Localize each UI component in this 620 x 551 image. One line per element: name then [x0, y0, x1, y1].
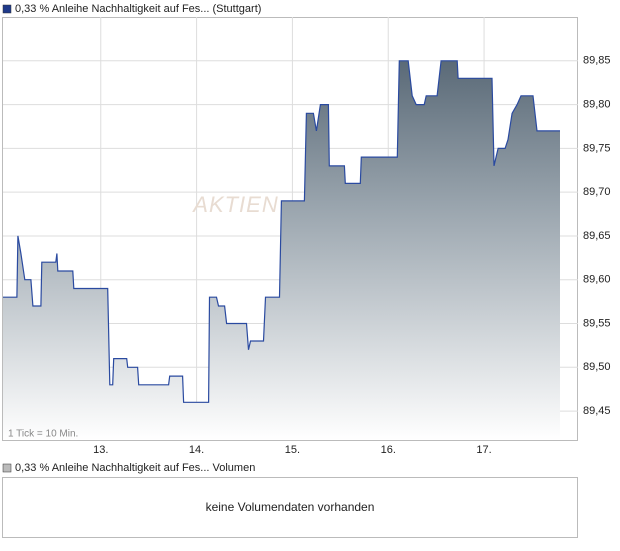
y-tick-label: 89,50: [583, 361, 611, 373]
x-tick-label: 13.: [93, 444, 108, 456]
y-tick-label: 89,55: [583, 317, 611, 329]
volume-title: 0,33 % Anleihe Nachhaltigkeit auf Fes...…: [15, 462, 255, 474]
price-line: [3, 60, 560, 403]
x-tick-label: 17.: [476, 444, 491, 456]
legend-swatch: [2, 463, 12, 473]
x-tick-label: 15.: [285, 444, 300, 456]
watermark: AKTIEN: [191, 192, 278, 217]
y-tick-label: 89,80: [583, 98, 611, 110]
price-area: [3, 60, 560, 441]
volume-message: keine Volumendaten vorhanden: [206, 500, 375, 514]
x-tick-label: 14.: [189, 444, 204, 456]
x-tick-label: 16.: [381, 444, 396, 456]
y-tick-label: 89,70: [583, 186, 611, 198]
tick-note: 1 Tick = 10 Min.: [8, 429, 78, 440]
volume-frame: [2, 477, 578, 538]
y-tick-label: 89,60: [583, 274, 611, 286]
y-tick-label: 89,85: [583, 55, 611, 67]
y-tick-label: 89,65: [583, 230, 611, 242]
chart-title: 0,33 % Anleihe Nachhaltigkeit auf Fes...…: [15, 3, 261, 15]
y-tick-label: 89,45: [583, 405, 611, 417]
legend-swatch: [2, 4, 12, 14]
y-tick-label: 89,75: [583, 142, 611, 154]
